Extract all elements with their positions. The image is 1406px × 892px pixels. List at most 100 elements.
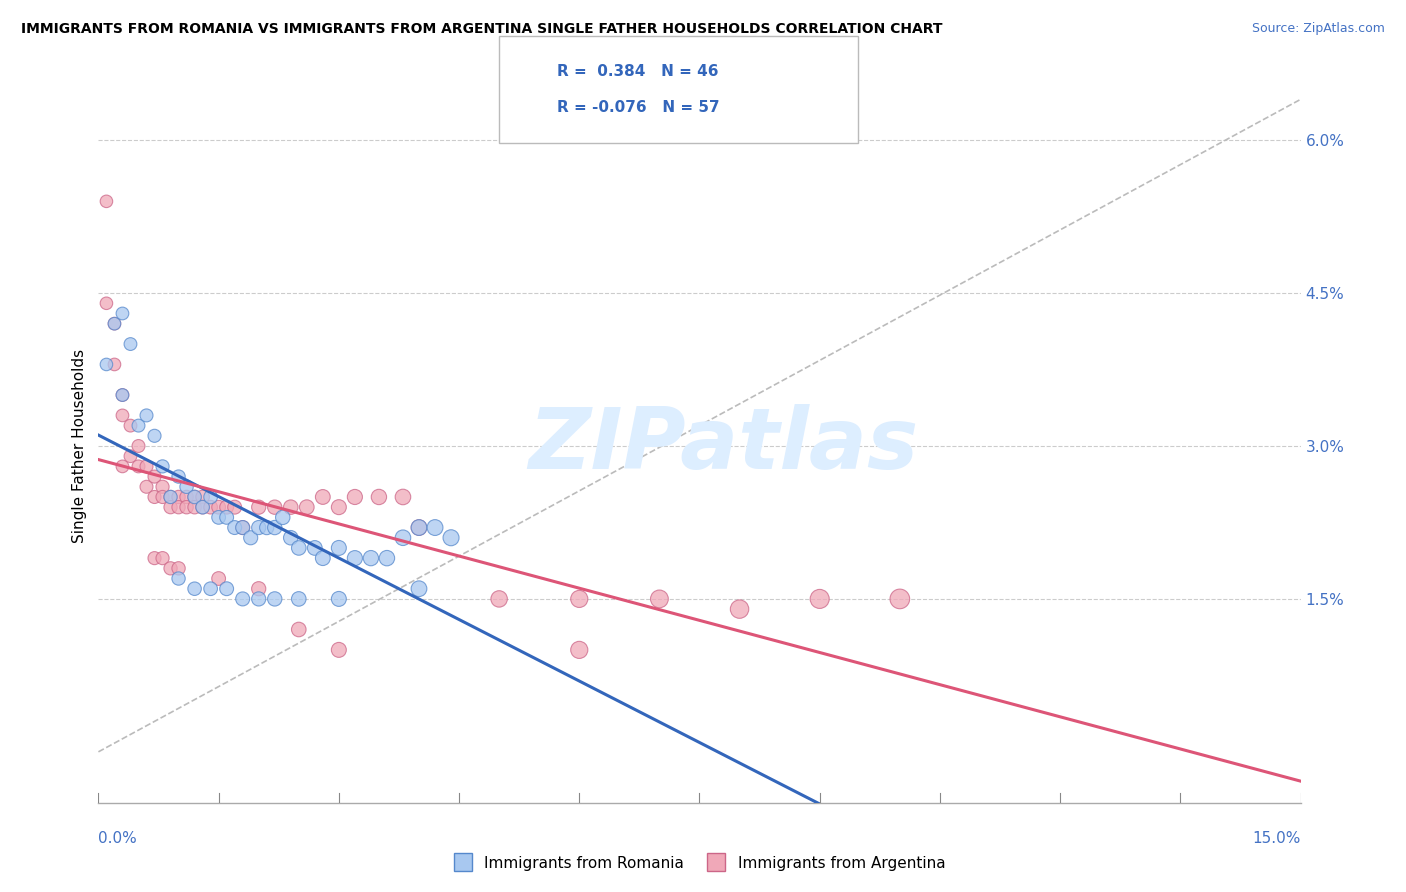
Y-axis label: Single Father Households: Single Father Households — [72, 349, 87, 543]
Point — [111, 388, 134, 402]
Point — [408, 520, 430, 534]
Point — [568, 643, 591, 657]
Point — [375, 551, 398, 566]
Point — [408, 520, 430, 534]
Text: ZIPatlas: ZIPatlas — [529, 404, 918, 488]
Point — [152, 459, 174, 474]
Point — [167, 469, 190, 483]
Text: 0.0%: 0.0% — [98, 831, 138, 846]
Point — [440, 531, 463, 545]
Text: 15.0%: 15.0% — [1253, 831, 1301, 846]
Point — [143, 490, 166, 504]
Point — [368, 490, 391, 504]
Point — [808, 591, 831, 606]
Point — [423, 520, 446, 534]
Point — [256, 520, 278, 534]
Point — [128, 459, 150, 474]
Point — [183, 490, 205, 504]
Point — [295, 500, 318, 515]
Point — [143, 551, 166, 566]
Point — [328, 591, 350, 606]
Point — [159, 561, 181, 575]
Point — [263, 520, 285, 534]
Point — [263, 591, 285, 606]
Point — [239, 531, 262, 545]
Point — [392, 490, 415, 504]
Point — [111, 459, 134, 474]
Point — [232, 520, 254, 534]
Point — [96, 296, 118, 310]
Point — [568, 591, 591, 606]
Point — [263, 500, 285, 515]
Point — [648, 591, 671, 606]
Point — [288, 591, 311, 606]
Point — [247, 582, 270, 596]
Point — [135, 459, 157, 474]
Point — [215, 500, 238, 515]
Point — [271, 510, 294, 524]
Point — [183, 582, 205, 596]
Point — [176, 480, 198, 494]
Point — [200, 490, 222, 504]
Point — [280, 531, 302, 545]
Text: R =  0.384   N = 46: R = 0.384 N = 46 — [557, 64, 718, 78]
Point — [152, 490, 174, 504]
Point — [167, 572, 190, 586]
Point — [360, 551, 382, 566]
Point — [120, 418, 142, 433]
Point — [312, 551, 335, 566]
Point — [183, 490, 205, 504]
Legend: Immigrants from Romania, Immigrants from Argentina: Immigrants from Romania, Immigrants from… — [447, 849, 952, 877]
Point — [128, 418, 150, 433]
Point — [208, 510, 231, 524]
Point — [343, 551, 366, 566]
Point — [191, 500, 214, 515]
Point — [247, 520, 270, 534]
Point — [191, 500, 214, 515]
Point — [889, 591, 911, 606]
Point — [135, 409, 157, 423]
Point — [288, 623, 311, 637]
Point — [200, 500, 222, 515]
Point — [488, 591, 510, 606]
Point — [215, 510, 238, 524]
Point — [392, 531, 415, 545]
Point — [408, 582, 430, 596]
Point — [111, 306, 134, 320]
Point — [183, 500, 205, 515]
Text: Source: ZipAtlas.com: Source: ZipAtlas.com — [1251, 22, 1385, 36]
Point — [143, 469, 166, 483]
Point — [159, 500, 181, 515]
Point — [143, 429, 166, 443]
Text: IMMIGRANTS FROM ROMANIA VS IMMIGRANTS FROM ARGENTINA SINGLE FATHER HOUSEHOLDS CO: IMMIGRANTS FROM ROMANIA VS IMMIGRANTS FR… — [21, 22, 942, 37]
Point — [328, 643, 350, 657]
Point — [111, 388, 134, 402]
Point — [167, 490, 190, 504]
Point — [224, 520, 246, 534]
Point — [120, 449, 142, 463]
Point — [208, 572, 231, 586]
Point — [288, 541, 311, 555]
Point — [312, 490, 335, 504]
Point — [152, 480, 174, 494]
Point — [343, 490, 366, 504]
Point — [103, 317, 125, 331]
Point — [152, 551, 174, 566]
Point — [176, 490, 198, 504]
Point — [103, 358, 125, 372]
Point — [167, 500, 190, 515]
Point — [328, 541, 350, 555]
Point — [159, 490, 181, 504]
Point — [120, 337, 142, 351]
Point — [247, 500, 270, 515]
Point — [224, 500, 246, 515]
Point — [96, 358, 118, 372]
Point — [232, 591, 254, 606]
Point — [215, 582, 238, 596]
Point — [200, 582, 222, 596]
Point — [328, 500, 350, 515]
Point — [111, 409, 134, 423]
Point — [304, 541, 326, 555]
Point — [728, 602, 751, 616]
Point — [176, 500, 198, 515]
